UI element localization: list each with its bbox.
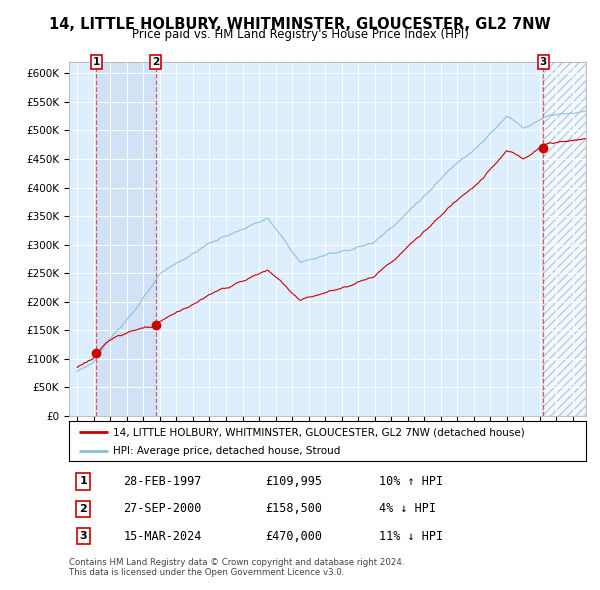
Text: HPI: Average price, detached house, Stroud: HPI: Average price, detached house, Stro…: [113, 445, 340, 455]
Text: 2: 2: [152, 57, 159, 67]
Text: £470,000: £470,000: [266, 530, 323, 543]
Text: 27-SEP-2000: 27-SEP-2000: [124, 502, 202, 516]
Bar: [544, 62, 586, 416]
Text: Contains HM Land Registry data © Crown copyright and database right 2024.: Contains HM Land Registry data © Crown c…: [69, 558, 404, 566]
Text: This data is licensed under the Open Government Licence v3.0.: This data is licensed under the Open Gov…: [69, 568, 344, 577]
Text: 28-FEB-1997: 28-FEB-1997: [124, 475, 202, 488]
Bar: [544, 62, 586, 416]
Bar: [97, 62, 155, 416]
Text: 15-MAR-2024: 15-MAR-2024: [124, 530, 202, 543]
Text: 1: 1: [93, 57, 100, 67]
Text: £109,995: £109,995: [266, 475, 323, 488]
Text: 11% ↓ HPI: 11% ↓ HPI: [379, 530, 443, 543]
Text: 1: 1: [80, 477, 88, 487]
Text: 3: 3: [80, 531, 87, 541]
Text: Price paid vs. HM Land Registry's House Price Index (HPI): Price paid vs. HM Land Registry's House …: [131, 28, 469, 41]
Text: 3: 3: [540, 57, 547, 67]
Text: £158,500: £158,500: [266, 502, 323, 516]
Text: 10% ↑ HPI: 10% ↑ HPI: [379, 475, 443, 488]
Text: 14, LITTLE HOLBURY, WHITMINSTER, GLOUCESTER, GL2 7NW (detached house): 14, LITTLE HOLBURY, WHITMINSTER, GLOUCES…: [113, 427, 525, 437]
Text: 4% ↓ HPI: 4% ↓ HPI: [379, 502, 436, 516]
Text: 14, LITTLE HOLBURY, WHITMINSTER, GLOUCESTER, GL2 7NW: 14, LITTLE HOLBURY, WHITMINSTER, GLOUCES…: [49, 17, 551, 31]
Text: 2: 2: [80, 504, 88, 514]
